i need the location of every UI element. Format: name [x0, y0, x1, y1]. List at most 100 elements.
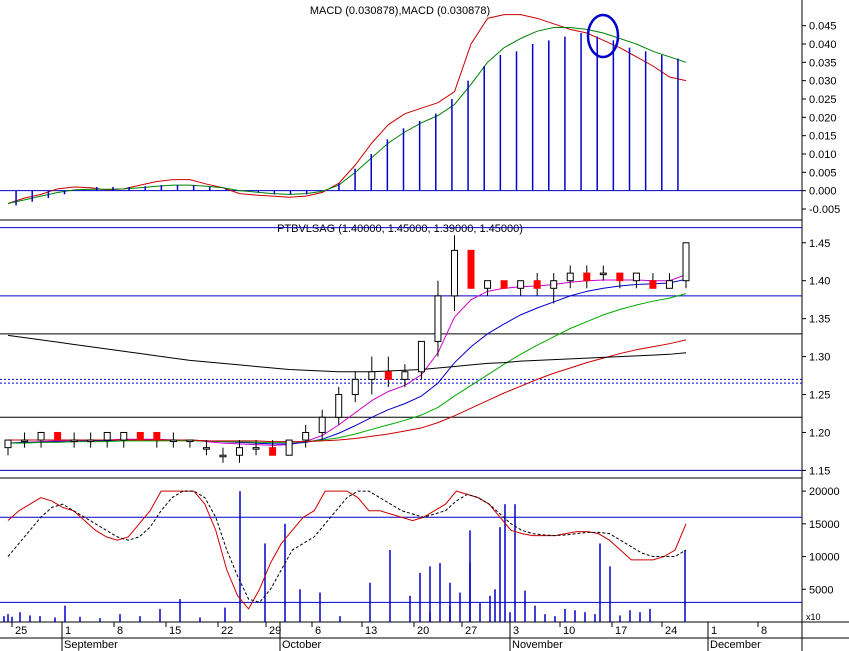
- macd-line: [7, 14, 687, 204]
- macd-title: MACD (0.030878),MACD (0.030878): [310, 5, 490, 17]
- candle: [87, 439, 95, 443]
- candle: [384, 371, 392, 380]
- candle: [566, 272, 574, 282]
- y-tick-label: 1.45: [809, 238, 830, 250]
- candle: [401, 371, 409, 380]
- x-tick-label: 17: [615, 625, 627, 637]
- stochastic-volume-panel: 20000 15000 10000 5000: [0, 486, 840, 622]
- candle: [500, 280, 508, 289]
- y-tick-label: 1.30: [809, 352, 830, 364]
- candle: [252, 447, 260, 450]
- candle: [517, 280, 525, 289]
- candle: [467, 249, 475, 289]
- candle: [120, 431, 128, 441]
- crossover-highlight-ellipse: [586, 13, 620, 59]
- candle: [318, 416, 326, 433]
- x-tick-label: 1: [65, 625, 71, 637]
- candle: [37, 431, 45, 441]
- candle: [54, 431, 62, 441]
- candle: [583, 272, 591, 282]
- candle: [550, 280, 558, 289]
- y-tick-label: 20000: [809, 486, 840, 498]
- y-tick-label: 0.025: [809, 94, 837, 106]
- candle: [70, 439, 78, 443]
- price-panel: PTBVLSAG (1.40000, 1.45000, 1.39000, 1.4…: [0, 223, 830, 477]
- month-label: November: [512, 639, 563, 651]
- x-tick-label: 3: [513, 625, 519, 637]
- candle: [285, 439, 293, 456]
- x-tick-label: 27: [465, 625, 477, 637]
- candle: [434, 295, 442, 342]
- candle: [153, 431, 161, 441]
- y-tick-label: 1.20: [809, 427, 830, 439]
- y-tick-label: 1.25: [809, 390, 830, 402]
- candle: [533, 280, 541, 289]
- candle: [649, 280, 657, 289]
- y-tick-label: -0.005: [809, 204, 840, 216]
- x-axis: 25 1 8 15 22 29 6 13 20 27 3 10 17 24 1 8 September Octob…: [11, 622, 767, 651]
- candle: [351, 378, 359, 396]
- x-tick-label: 25: [15, 625, 27, 637]
- y-tick-label: 0.005: [809, 167, 837, 179]
- month-label: September: [64, 639, 118, 651]
- y-tick-label: 0.040: [809, 39, 837, 51]
- month-label: October: [282, 639, 321, 651]
- macd-panel: MACD (0.030878),MACD (0.030878) 0.045 0.0…: [0, 5, 840, 216]
- candle: [136, 431, 144, 441]
- moving-average-line: [7, 274, 687, 446]
- moving-average-line: [7, 334, 687, 373]
- y-tick-label: 5000: [809, 584, 833, 596]
- candle: [682, 242, 690, 282]
- candle: [302, 431, 310, 441]
- candle: [335, 394, 343, 418]
- y-tick-label: 1.40: [809, 276, 830, 288]
- candle: [484, 280, 492, 289]
- x-tick-label: 13: [365, 625, 377, 637]
- candle: [417, 340, 425, 373]
- y-tick-label: 0.000: [809, 186, 837, 198]
- x-tick-label: 24: [665, 625, 677, 637]
- x-tick-label: 8: [117, 625, 123, 637]
- candle: [616, 272, 624, 282]
- candle: [632, 272, 640, 282]
- x-tick-label: 8: [761, 625, 767, 637]
- y-tick-label: 0.045: [809, 21, 837, 33]
- stochastic-line: [7, 490, 687, 603]
- candle: [103, 431, 111, 441]
- x-tick-label: 20: [417, 625, 429, 637]
- x-tick-label: 6: [315, 625, 321, 637]
- y-tick-label: 0.035: [809, 57, 837, 69]
- scale-label: x10: [806, 612, 821, 622]
- candle: [450, 249, 458, 297]
- stochastic-line: [7, 490, 687, 610]
- y-tick-label: 10000: [809, 552, 840, 564]
- macd-line: [7, 27, 687, 204]
- month-label: December: [710, 639, 761, 651]
- candle: [236, 447, 244, 456]
- x-tick-label: 29: [269, 625, 281, 637]
- candle: [368, 371, 376, 380]
- y-tick-label: 15000: [809, 519, 840, 531]
- x-tick-label: 10: [563, 625, 575, 637]
- y-tick-label: 0.015: [809, 131, 837, 143]
- y-tick-label: 0.010: [809, 149, 837, 161]
- candle: [169, 439, 177, 443]
- y-tick-label: 1.15: [809, 465, 830, 477]
- x-tick-label: 15: [169, 625, 181, 637]
- candle: [599, 272, 607, 276]
- candle: [219, 454, 227, 458]
- moving-average-line: [8, 293, 687, 444]
- y-tick-label: 1.35: [809, 314, 830, 326]
- candle: [4, 439, 12, 449]
- moving-average-line: [8, 339, 687, 443]
- candle: [21, 439, 29, 443]
- price-title: PTBVLSAG (1.40000, 1.45000, 1.39000, 1.4…: [277, 223, 523, 235]
- y-tick-label: 0.030: [809, 76, 837, 88]
- candle: [186, 439, 194, 443]
- candle: [665, 280, 673, 289]
- y-tick-label: 0.020: [809, 112, 837, 124]
- candle: [269, 447, 277, 456]
- candle: [202, 447, 210, 450]
